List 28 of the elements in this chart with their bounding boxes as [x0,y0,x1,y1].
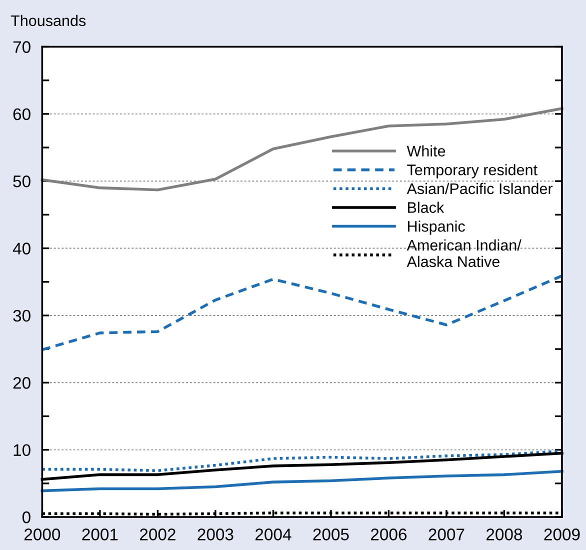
legend-label: Hispanic [408,220,465,235]
y-tick-label: 20 [13,377,30,389]
y-tick-label: 0 [22,511,30,524]
y-axis-title: Thousands [10,14,86,26]
x-tick-label: 2000 [24,528,60,540]
y-tick-label: 70 [13,41,30,53]
y-tick-label: 40 [12,242,30,254]
x-tick-label: 2007 [428,528,464,540]
x-tick-label: 2002 [140,528,176,540]
legend-label: Temporary resident [407,164,538,178]
legend-label: Asian/Pacific Islander [406,182,553,194]
x-tick-label: 2001 [82,528,118,540]
y-tick-label: 30 [13,310,30,322]
y-tick-label: 10 [14,444,30,456]
x-tick-label: 2003 [198,528,234,540]
line-series [40,274,564,352]
y-tick-label: 60 [13,108,30,120]
legend-label: White [406,145,446,156]
y-tick-label: 50 [13,176,30,188]
legend-label: Black [408,202,444,213]
legend-label: American Indian/ Alaska Native [406,239,522,268]
x-tick-label: 2009 [544,528,580,540]
x-tick-label: 2004 [256,528,292,540]
x-tick-label: 2008 [486,528,522,540]
x-tick-label: 2005 [313,528,349,540]
line-series [40,450,564,472]
line-series [40,470,564,492]
x-tick-label: 2006 [371,528,407,540]
